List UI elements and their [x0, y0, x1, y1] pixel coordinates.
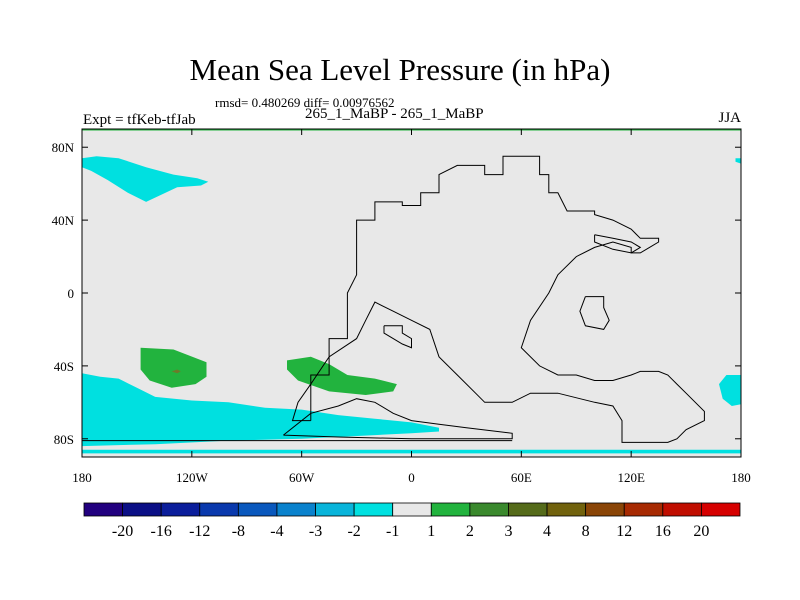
colorbar-swatch — [623, 502, 664, 517]
colorbar-label: -12 — [189, 523, 210, 540]
colorbar-swatch — [199, 502, 239, 517]
antarctic-arm — [283, 398, 513, 440]
colorbar-label: -8 — [232, 523, 245, 540]
colorbar-label: 2 — [466, 523, 474, 540]
colorbar-label: 4 — [543, 523, 551, 540]
colorbar: -20 -16 -12 -8 -4 -3 -2 -1 1 2 3 4 8 12 16 20 — [83, 502, 741, 540]
comparison-label: 265_1_MaBP - 265_1_MaBP — [305, 106, 484, 122]
negative-anomaly-arctic-east — [735, 158, 741, 164]
y-tick-label: 80N — [52, 140, 75, 155]
colorbar-label: -4 — [270, 523, 283, 540]
x-tick-label: 60W — [289, 470, 315, 485]
colorbar-swatch — [508, 502, 548, 517]
colorbar-swatch — [546, 502, 587, 517]
x-tick-label: 120W — [176, 470, 209, 485]
negative-anomaly-east — [719, 375, 741, 406]
colorbar-label: 8 — [582, 523, 590, 540]
colorbar-label: 12 — [616, 523, 632, 540]
island-a — [383, 325, 412, 349]
colorbar-swatch — [392, 502, 432, 517]
colorbar-swatch — [353, 502, 394, 517]
colorbar-label: -2 — [347, 523, 360, 540]
island-b — [579, 296, 610, 330]
colorbar-swatch — [585, 502, 625, 517]
positive-anomaly-south-pacific — [140, 347, 207, 388]
colorbar-swatch — [122, 502, 162, 517]
colorbar-label: 3 — [504, 523, 512, 540]
colorbar-swatch — [83, 502, 123, 517]
x-axis-ticks: 180 120W 60W 0 60E 120E 180 — [72, 129, 751, 485]
colorbar-swatch — [276, 502, 316, 517]
colorbar-swatch — [160, 502, 201, 517]
colorbar-swatch — [701, 502, 741, 517]
colorbar-label: 20 — [693, 523, 709, 540]
x-tick-label: 180 — [72, 470, 92, 485]
colorbar-swatch — [237, 502, 278, 517]
y-tick-label: 80S — [54, 432, 74, 447]
continent-a — [291, 155, 705, 443]
season-label: JJA — [718, 110, 741, 126]
colorbar-label: -16 — [151, 523, 172, 540]
y-tick-label: 40N — [52, 213, 75, 228]
plot-title: Mean Sea Level Pressure (in hPa) — [189, 52, 611, 87]
y-axis-ticks: 80N 40N 0 40S 80S — [52, 140, 741, 447]
y-tick-label: 0 — [68, 286, 75, 301]
negative-anomaly-arctic-west — [82, 156, 209, 202]
x-tick-label: 180 — [731, 470, 751, 485]
x-tick-label: 0 — [408, 470, 415, 485]
x-tick-label: 120E — [617, 470, 645, 485]
colorbar-swatch — [430, 502, 471, 517]
negative-anomaly-southern-ocean — [82, 373, 439, 447]
positive-anomaly-core — [171, 369, 181, 374]
experiment-label: Expt = tfKeb-tfJab — [83, 112, 196, 128]
colorbar-label: 1 — [427, 523, 435, 540]
stats-label: rmsd= 0.480269 diff= 0.00976562 — [215, 95, 395, 110]
colorbar-swatch — [469, 502, 509, 517]
x-tick-label: 60E — [511, 470, 532, 485]
island-c — [594, 234, 642, 254]
colorbar-label: -20 — [112, 523, 133, 540]
colorbar-swatch — [315, 502, 355, 517]
colorbar-label: 16 — [655, 523, 671, 540]
colorbar-swatch — [662, 502, 702, 517]
colorbar-label: -3 — [309, 523, 322, 540]
y-tick-label: 40S — [54, 359, 74, 374]
anomaly-regions — [82, 156, 741, 454]
colorbar-label: -1 — [386, 523, 399, 540]
coastlines — [82, 155, 705, 443]
positive-anomaly-south-atlantic — [287, 356, 397, 395]
